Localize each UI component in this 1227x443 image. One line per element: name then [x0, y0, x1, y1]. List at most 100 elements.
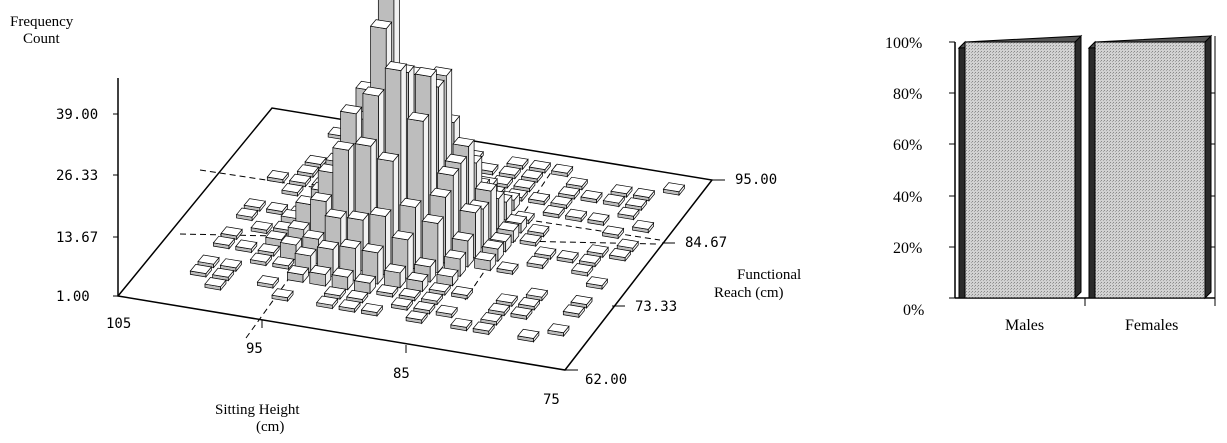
- histogram-bar: [257, 243, 280, 254]
- histogram-bar: [487, 302, 511, 313]
- histogram-bar: [495, 293, 518, 304]
- z-axis-label-line1: Frequency: [10, 14, 74, 30]
- histogram-bar: [302, 229, 325, 240]
- histogram-bar: [265, 201, 289, 212]
- histogram-bar: [662, 182, 686, 193]
- percent-bars: [957, 34, 1213, 300]
- histogram-bar: [391, 230, 414, 241]
- histogram-bar: [376, 151, 400, 162]
- histogram-bar: [437, 215, 444, 274]
- histogram-bar: [556, 250, 579, 260]
- histogram-bar: [617, 206, 640, 217]
- histogram-bar: [324, 208, 347, 219]
- histogram-bar: [413, 257, 437, 268]
- y-tick-label: 80%: [893, 86, 922, 103]
- histogram-bar: [534, 246, 557, 257]
- histogram-bar: [414, 67, 437, 77]
- histogram-bar: [398, 287, 421, 298]
- histogram-bar: [309, 192, 333, 203]
- bar-side: [1204, 34, 1212, 300]
- y-tick-label: 0%: [903, 302, 924, 319]
- histogram-bar: [547, 323, 570, 334]
- histogram-bar: [339, 238, 362, 249]
- histogram-bar: [528, 160, 551, 170]
- percent-bar-chart: 100% 80% 60% 40% 20% 0% Males Females: [885, 34, 1216, 334]
- histogram-bar: [399, 197, 422, 208]
- histogram-bar: [376, 284, 399, 295]
- histogram-bar: [562, 304, 585, 315]
- z-tick-label: 13.67: [56, 230, 98, 246]
- histogram-bar: [339, 104, 363, 115]
- histogram-bar: [249, 252, 273, 263]
- histogram-bar: [323, 286, 347, 297]
- histogram-bar: [513, 178, 536, 189]
- x-axis-label-line1: Sitting Height: [215, 402, 300, 418]
- histogram-bar: [496, 261, 519, 272]
- y-axis-label-line2: Reach (cm): [714, 285, 784, 301]
- bar-males: [964, 41, 1076, 299]
- histogram-bar: [437, 165, 460, 176]
- histogram-bar: [279, 235, 303, 246]
- histogram-bar: [601, 225, 625, 236]
- x-tick-label: 105: [106, 316, 131, 332]
- histogram-bar: [420, 291, 444, 302]
- histogram-bar: [551, 163, 574, 174]
- histogram-bar: [243, 198, 266, 209]
- x-tick-label: 75: [543, 392, 560, 408]
- histogram-bar: [435, 304, 458, 315]
- histogram-bar: [235, 207, 259, 218]
- histogram-bar: [250, 220, 273, 231]
- y-tick-label: 60%: [893, 137, 922, 154]
- histogram-bar: [557, 186, 581, 197]
- bar-side: [1088, 40, 1096, 299]
- histogram-bar: [602, 193, 625, 204]
- histogram-bar: [189, 264, 212, 274]
- histogram-bar: [281, 183, 304, 194]
- histogram-bar: [197, 254, 220, 265]
- histogram-bar: [510, 306, 533, 317]
- histogram-bar: [354, 136, 377, 147]
- bar-side: [1074, 34, 1082, 300]
- histogram-bar: [564, 208, 588, 219]
- histogram-3d: Frequency Count 39.00 26.33 13.67 1.00 1…: [10, 0, 801, 435]
- histogram-bar: [475, 205, 482, 259]
- histogram-bar: [309, 265, 332, 275]
- x-axis-label-line2: (cm): [256, 419, 284, 435]
- histogram-bar: [361, 243, 384, 254]
- histogram-bar: [450, 285, 474, 296]
- histogram-bar: [489, 232, 512, 243]
- histogram-bar: [390, 297, 414, 308]
- histogram-bar: [481, 239, 505, 250]
- histogram-bar: [450, 317, 473, 328]
- y-tick-label: 62.00: [585, 372, 627, 388]
- histogram-bar: [289, 173, 312, 184]
- histogram-bar: [346, 289, 369, 300]
- histogram-bar: [542, 205, 565, 215]
- histogram-bar: [407, 232, 414, 280]
- histogram-bar: [517, 328, 540, 339]
- histogram-bar: [421, 213, 444, 224]
- histogram-bar: [550, 195, 573, 206]
- histogram-bar: [332, 140, 355, 151]
- histogram-bar: [580, 189, 603, 200]
- histogram-bar: [338, 299, 361, 310]
- histogram-bar: [570, 295, 593, 305]
- histogram-bar: [452, 136, 475, 147]
- histogram-bar: [212, 235, 236, 246]
- histogram-bar: [316, 295, 339, 306]
- z-ticks: [113, 113, 118, 297]
- x-tick-label: 85: [393, 366, 410, 382]
- histogram-bar: [362, 86, 385, 97]
- y-tick-label: 100%: [885, 35, 922, 52]
- histogram-bar: [429, 187, 452, 198]
- histogram-bar: [631, 219, 655, 230]
- histogram-bar: [527, 191, 551, 202]
- histogram-bar: [304, 154, 327, 165]
- histogram-bar: [610, 184, 633, 195]
- histogram-bar: [405, 310, 428, 321]
- z-tick-label: 39.00: [56, 107, 98, 123]
- z-axis-label-line2: Count: [23, 31, 61, 47]
- histogram-bars: [189, 0, 686, 343]
- histogram-bar: [406, 111, 430, 122]
